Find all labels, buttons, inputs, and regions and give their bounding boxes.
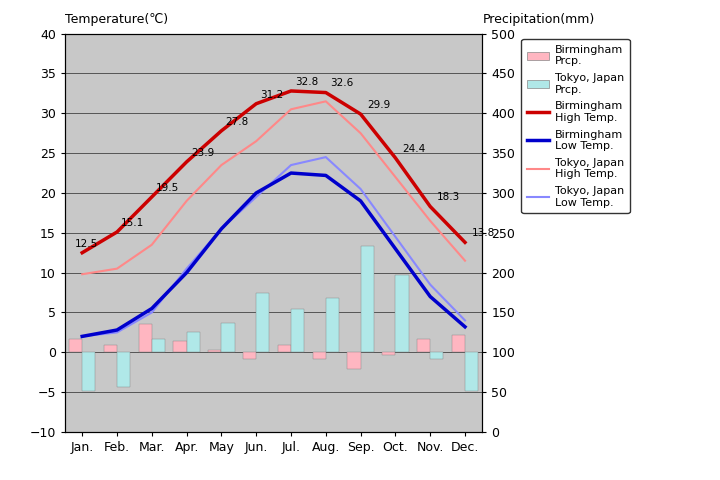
Text: 19.5: 19.5 <box>156 183 179 193</box>
Bar <box>69 339 82 352</box>
Legend: Birmingham
Prcp., Tokyo, Japan
Prcp., Birmingham
High Temp., Birmingham
Low Temp: Birmingham Prcp., Tokyo, Japan Prcp., Bi… <box>521 39 629 213</box>
Bar <box>431 352 444 359</box>
Bar <box>382 352 395 355</box>
Text: 32.6: 32.6 <box>330 78 354 88</box>
Bar <box>104 345 117 352</box>
Bar <box>465 352 478 391</box>
Bar <box>222 323 235 352</box>
Bar <box>312 352 325 360</box>
Bar <box>243 352 256 360</box>
Bar <box>82 352 96 391</box>
Bar <box>325 298 339 352</box>
Text: 15.1: 15.1 <box>121 218 145 228</box>
Bar <box>395 275 409 352</box>
Bar <box>417 339 431 352</box>
Text: 27.8: 27.8 <box>225 117 249 127</box>
Bar <box>174 341 186 352</box>
Text: Precipitation(mm): Precipitation(mm) <box>482 13 595 26</box>
Text: Temperature(℃): Temperature(℃) <box>65 13 168 26</box>
Bar <box>152 339 165 352</box>
Text: 24.4: 24.4 <box>402 144 426 154</box>
Text: 32.8: 32.8 <box>295 77 318 87</box>
Bar <box>451 335 465 352</box>
Bar <box>256 292 269 352</box>
Text: 18.3: 18.3 <box>437 192 460 203</box>
Bar <box>117 352 130 387</box>
Bar <box>186 332 200 352</box>
Text: 31.2: 31.2 <box>261 90 284 99</box>
Bar <box>361 246 374 352</box>
Bar <box>208 350 222 352</box>
Bar <box>138 324 152 352</box>
Bar <box>291 309 305 352</box>
Text: 13.8: 13.8 <box>472 228 495 238</box>
Text: 29.9: 29.9 <box>367 100 391 110</box>
Text: 12.5: 12.5 <box>76 239 99 249</box>
Text: 23.9: 23.9 <box>191 148 214 158</box>
Bar <box>278 345 291 352</box>
Bar <box>347 352 361 369</box>
